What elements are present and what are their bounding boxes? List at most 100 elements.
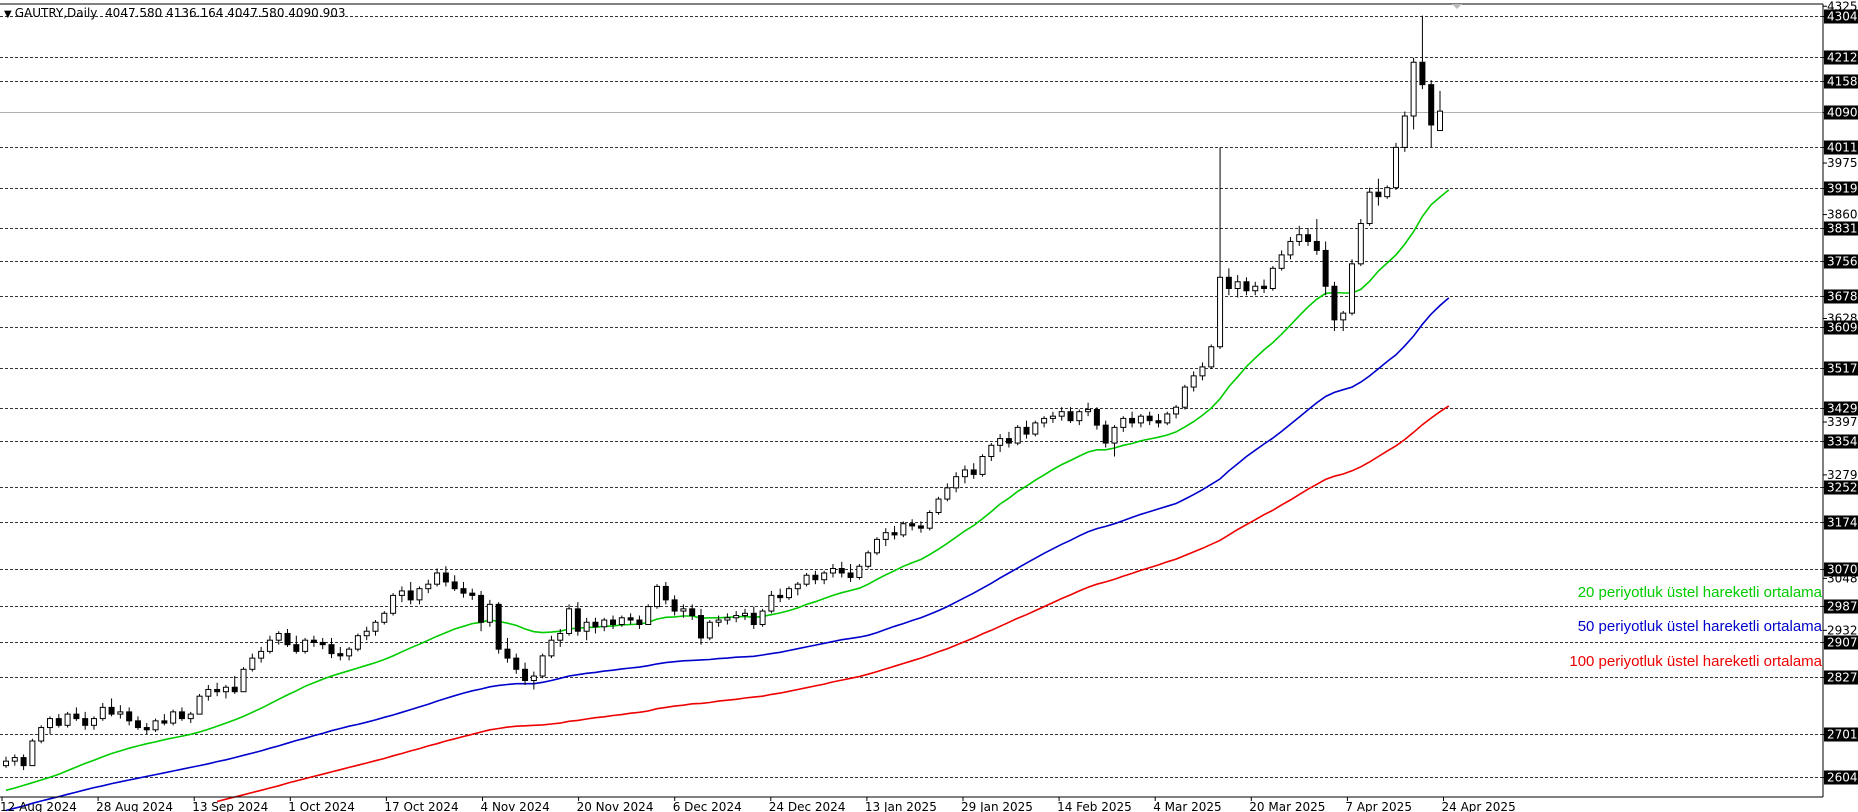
- candle: [1278, 250, 1285, 271]
- candle: [944, 483, 951, 502]
- candle-body: [275, 632, 282, 641]
- candle-body: [1428, 84, 1435, 126]
- candle-body: [495, 603, 502, 650]
- candle-body: [953, 476, 960, 489]
- candle-body: [812, 574, 819, 581]
- price-level-label: 3354: [1827, 435, 1858, 449]
- candle: [363, 626, 370, 641]
- candle: [29, 738, 36, 767]
- shift-marker-icon: [1452, 4, 1462, 9]
- price-level-box: [1824, 670, 1858, 685]
- candle: [1296, 225, 1303, 246]
- candle: [1014, 425, 1021, 446]
- candle-body: [627, 617, 634, 621]
- candle-body: [1041, 417, 1048, 424]
- candle-body: [310, 639, 317, 643]
- candle: [671, 595, 678, 616]
- candle-body: [302, 639, 309, 652]
- candle-body: [1199, 366, 1206, 377]
- dropdown-triangle-icon[interactable]: ▼: [4, 9, 12, 20]
- candle-body: [1208, 346, 1215, 368]
- candle-body: [1058, 411, 1065, 417]
- candle: [583, 617, 590, 641]
- candle-body: [1067, 411, 1074, 422]
- candle: [390, 593, 397, 616]
- candle-body: [530, 675, 537, 682]
- candle-body: [1269, 267, 1276, 289]
- candle-body: [706, 621, 713, 639]
- candle: [293, 635, 300, 654]
- candle-body: [354, 635, 361, 650]
- candle-body: [1111, 426, 1118, 444]
- candle: [1340, 310, 1347, 332]
- candle-body: [196, 695, 203, 715]
- candle: [909, 519, 916, 531]
- candle-body: [574, 608, 581, 632]
- price-level-box: [1824, 480, 1858, 495]
- candle: [1005, 431, 1012, 448]
- candle-body: [178, 711, 185, 720]
- candle: [1375, 178, 1382, 206]
- candle-body: [434, 572, 441, 585]
- candle-body: [900, 523, 907, 536]
- candle-body: [478, 594, 485, 623]
- price-level-label: 3429: [1827, 402, 1858, 416]
- price-level-box: [1824, 361, 1858, 376]
- candle: [152, 718, 159, 733]
- candle: [222, 684, 229, 699]
- candle: [11, 754, 18, 766]
- candle: [1252, 281, 1259, 296]
- candle-body: [390, 594, 397, 614]
- price-level-box: [1824, 401, 1858, 416]
- candle-body: [909, 523, 916, 527]
- candle-body: [935, 498, 942, 514]
- candle: [1269, 266, 1276, 291]
- price-level-box: [1824, 320, 1858, 335]
- candle: [759, 608, 766, 627]
- candle: [741, 608, 748, 621]
- candle-body: [1331, 285, 1338, 321]
- candle-body: [1049, 415, 1056, 419]
- candle: [319, 637, 326, 650]
- candle-body: [671, 599, 678, 612]
- candle: [38, 725, 45, 744]
- x-tick-label: 13 Jan 2025: [865, 800, 937, 812]
- candle: [662, 581, 669, 605]
- candle-body: [1137, 415, 1144, 424]
- candle-body: [363, 630, 370, 637]
- candle-body: [442, 572, 449, 583]
- candle: [873, 537, 880, 556]
- candle: [574, 602, 581, 636]
- ema-line-2: [216, 405, 1450, 803]
- candle: [821, 570, 828, 585]
- candle-body: [222, 686, 229, 693]
- candle-body: [1085, 408, 1092, 413]
- candle: [275, 631, 282, 645]
- candle: [865, 550, 872, 569]
- candle: [715, 615, 722, 627]
- candle-body: [1243, 281, 1250, 292]
- price-level-box: [1824, 50, 1858, 65]
- candle-body: [108, 706, 115, 715]
- price-level-label: 3174: [1827, 516, 1858, 530]
- candle: [3, 756, 9, 768]
- candle: [997, 434, 1004, 453]
- price-level-box: [1824, 9, 1858, 24]
- price-level-label: 3678: [1827, 290, 1858, 304]
- candle-body: [1217, 276, 1224, 348]
- candle: [856, 564, 863, 580]
- candle-body: [381, 612, 388, 623]
- price-level-label: 2701: [1827, 728, 1858, 742]
- candle: [346, 646, 353, 661]
- candle-body: [733, 615, 740, 619]
- candle-body: [1296, 234, 1303, 242]
- candle: [592, 617, 599, 634]
- candle-body: [152, 720, 159, 731]
- candle: [1102, 420, 1109, 448]
- candle-body: [970, 469, 977, 475]
- candle: [205, 684, 212, 701]
- candle-body: [1102, 424, 1109, 444]
- candle-body: [425, 583, 432, 590]
- legend-ema-50: 50 periyotluk üstel hareketli ortalama: [1577, 618, 1822, 635]
- x-tick-label: 24 Dec 2024: [769, 800, 846, 812]
